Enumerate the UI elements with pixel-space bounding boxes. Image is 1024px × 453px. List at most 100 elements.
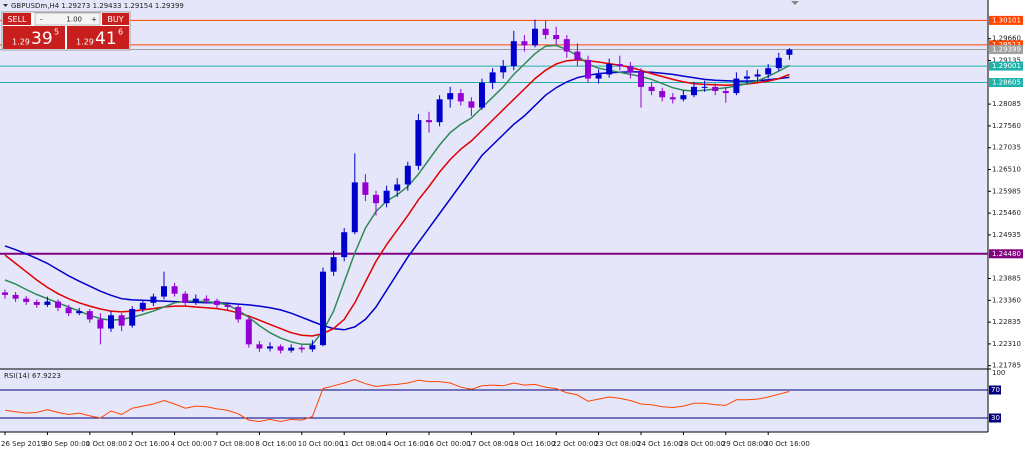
x-tick-label: 14 Oct 16:00 (383, 440, 429, 448)
x-tick-label: 16 Oct 00:00 (425, 440, 471, 448)
candle-body (161, 286, 167, 297)
bid-main: 39 (31, 29, 53, 49)
candle-body (373, 194, 379, 204)
moving-average (4, 59, 790, 337)
candle-body (415, 120, 422, 166)
y-tick-label: 1.27035 (992, 144, 1021, 152)
y-tick-label: 1.26510 (992, 166, 1021, 174)
bid-box[interactable] (3, 26, 65, 49)
x-tick-label: 7 Oct 08:00 (213, 440, 254, 448)
candle-body (691, 86, 697, 96)
rsi-line (4, 378, 790, 423)
candle-body (680, 95, 687, 100)
y-tick-label: 1.22310 (992, 340, 1021, 348)
lot-value[interactable]: 1.00 (66, 16, 82, 24)
candle-body (701, 86, 708, 88)
candle-body (203, 298, 210, 301)
sell-button[interactable] (3, 13, 31, 25)
x-tick-label: 8 Oct 16:00 (255, 440, 296, 448)
chart-title: GBPUSDm,H4 1.29273 1.29433 1.29154 1.293… (11, 2, 184, 10)
candle-body (712, 86, 719, 92)
ask-big: 1.29 (76, 38, 94, 47)
candle-body (627, 66, 634, 73)
ask-main: 41 (95, 29, 117, 49)
candle-body (754, 74, 761, 77)
x-tick-label: 30 Oct 16:00 (764, 440, 810, 448)
price-level-box (989, 40, 1023, 50)
price-level-box (989, 249, 1023, 259)
candle-body (267, 346, 273, 349)
y-tick-label: 1.28085 (992, 100, 1021, 108)
rsi-tick-label: 100 (992, 369, 1005, 377)
candle-body (256, 344, 263, 349)
candle-body (320, 271, 326, 346)
lot-down[interactable]: - (40, 16, 43, 24)
x-tick-label: 1 Oct 08:00 (86, 440, 127, 448)
x-tick-label: 30 Sep 00:00 (43, 440, 90, 448)
candle-body (224, 304, 231, 307)
y-tick-label: 1.27560 (992, 122, 1021, 130)
plot-area (0, 19, 988, 423)
price-level-box (989, 78, 1023, 88)
x-tick-label: 2 Oct 16:00 (128, 440, 169, 448)
candle-body (521, 41, 528, 46)
title-icon (3, 4, 8, 7)
x-tick-label: 24 Oct 16:00 (637, 440, 683, 448)
candle-body (298, 347, 305, 350)
candle-body (765, 68, 772, 75)
y-tick-label: 1.22835 (992, 318, 1021, 326)
candle-body (86, 311, 93, 320)
candle-body (118, 315, 125, 326)
candle-body (383, 190, 390, 204)
y-tick-label: 1.25460 (992, 209, 1021, 217)
candle-body (129, 309, 136, 326)
ask-pip: 6 (118, 28, 123, 37)
x-tick-label: 23 Oct 08:00 (595, 440, 641, 448)
candle-body (659, 91, 666, 98)
y-tick-label: 1.29135 (992, 57, 1021, 65)
lot-input[interactable] (34, 12, 101, 26)
candle-body (426, 120, 432, 123)
candle-body (457, 93, 464, 102)
candle-body (786, 49, 793, 55)
candle-body (97, 319, 104, 329)
candle-body (638, 72, 644, 87)
candle-body (616, 64, 623, 67)
price-level-box (989, 15, 1023, 25)
price-level-label: 1.29399 (992, 46, 1021, 54)
candle-body (362, 182, 369, 195)
candle-body (733, 78, 740, 94)
candle-body (192, 298, 199, 303)
candle-body (574, 51, 581, 60)
y-tick-label: 1.23885 (992, 275, 1021, 283)
x-tick-label: 18 Oct 16:00 (510, 440, 556, 448)
candle-body (447, 93, 454, 100)
candle-body (669, 97, 676, 100)
x-tick-label: 4 Oct 00:00 (171, 440, 212, 448)
candle-body (553, 34, 560, 40)
candle-body (76, 311, 83, 314)
ask-box[interactable] (67, 26, 129, 49)
candle-body (108, 315, 114, 329)
candle-body (563, 39, 570, 52)
x-tick-label: 28 Oct 00:00 (679, 440, 725, 448)
candle-body (722, 91, 729, 94)
candle-body (775, 57, 782, 69)
sell-label[interactable]: SELL (7, 15, 27, 24)
candle-body (500, 66, 507, 73)
candle-body (12, 294, 19, 299)
lot-up[interactable]: + (91, 16, 97, 24)
buy-button[interactable] (102, 13, 129, 25)
candle-body (55, 301, 61, 308)
buy-label[interactable]: BUY (107, 15, 123, 24)
candle-body (510, 41, 517, 67)
candle-body (23, 298, 30, 302)
shift-marker (791, 1, 799, 5)
y-tick-label: 1.25985 (992, 187, 1021, 195)
candle-body (150, 296, 157, 303)
candle-body (542, 28, 549, 35)
candle-body (479, 82, 485, 108)
x-tick-label: 17 Oct 08:00 (467, 440, 513, 448)
candle-body (585, 59, 591, 79)
moving-average (4, 71, 790, 331)
